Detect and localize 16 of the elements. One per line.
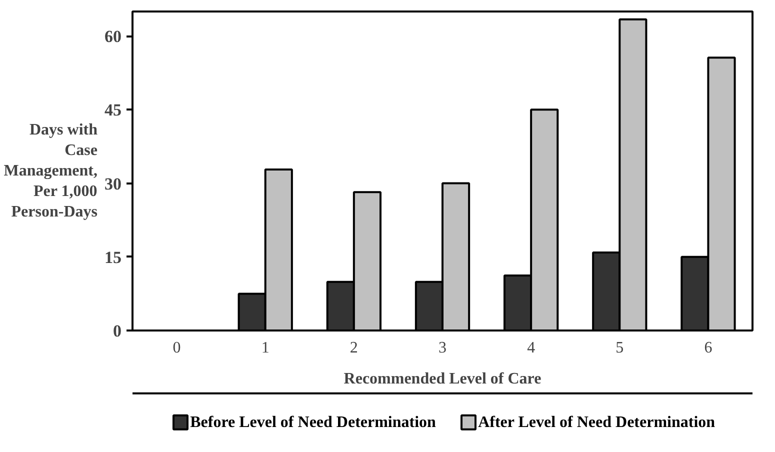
y-axis-title: Days with Case Management, Per 1,000 Person-Days xyxy=(4,122,98,220)
x-tick-label: 4 xyxy=(527,340,536,356)
x-tick-label: 6 xyxy=(704,340,712,356)
x-tick-label: 0 xyxy=(172,340,181,356)
x-axis-title: Recommended Level of Care xyxy=(344,370,542,388)
y-tick-label: 15 xyxy=(104,248,122,267)
x-tick-label: 3 xyxy=(438,340,446,356)
x-tick-label: 2 xyxy=(350,340,358,356)
legend-label: Before Level of Need Determination xyxy=(190,414,436,431)
y-tick-label: 45 xyxy=(104,100,122,120)
legend-label: After Level of Need Determination xyxy=(478,414,716,431)
y-tick-label: 30 xyxy=(104,174,122,194)
x-tick-label: 5 xyxy=(616,340,624,356)
x-tick-label: 1 xyxy=(261,340,270,356)
y-tick-label: 60 xyxy=(104,27,122,46)
y-tick-label: 0 xyxy=(113,322,122,340)
